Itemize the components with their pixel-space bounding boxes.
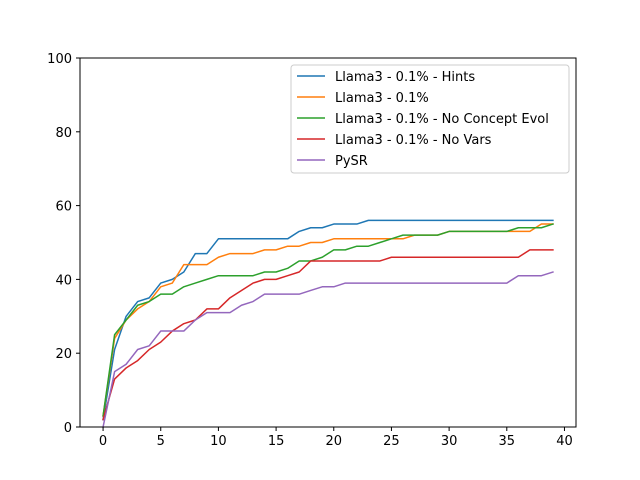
x-tick-label: 5 (157, 434, 165, 449)
y-tick-label: 0 (64, 421, 72, 436)
legend: Llama3 - 0.1% - Hints Llama3 - 0.1% Llama3… (290, 64, 570, 174)
x-tick-label: 20 (325, 434, 342, 449)
x-axis: 0 5 10 15 20 25 30 35 40 (99, 427, 573, 449)
y-tick-label: 20 (55, 347, 72, 362)
series-line-5 (102, 271, 554, 428)
x-tick-label: 25 (383, 434, 400, 449)
legend-label-1: Llama3 - 0.1% - Hints (335, 70, 475, 85)
x-tick-label: 35 (499, 434, 516, 449)
x-tick-label: 30 (441, 434, 458, 449)
series-layer (102, 219, 554, 428)
y-tick-label: 60 (55, 200, 72, 215)
x-tick-label: 10 (210, 434, 227, 449)
legend-label-5: PySR (335, 154, 368, 169)
legend-label-3: Llama3 - 0.1% - No Concept Evol (335, 112, 549, 127)
x-tick-label: 15 (268, 434, 285, 449)
plot-frame (79, 57, 577, 428)
series-line-1 (102, 219, 554, 421)
y-tick-label: 100 (47, 52, 72, 67)
y-axis: 0 20 40 60 80 100 (47, 52, 80, 436)
legend-label-4: Llama3 - 0.1% - No Vars (335, 133, 492, 148)
x-tick-label: 40 (556, 434, 573, 449)
y-tick-label: 80 (55, 126, 72, 141)
series-line-4 (102, 249, 554, 421)
series-line-3 (102, 223, 554, 417)
y-tick-label: 40 (55, 273, 72, 288)
legend-label-2: Llama3 - 0.1% (335, 91, 429, 106)
x-tick-label: 0 (99, 434, 107, 449)
legend-box (290, 64, 570, 174)
